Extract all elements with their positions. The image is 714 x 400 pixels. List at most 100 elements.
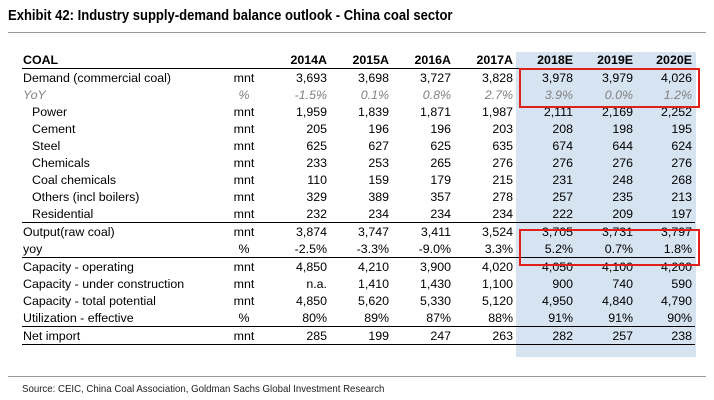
value-cell: 1,430 bbox=[419, 276, 451, 291]
value-cell: 644 bbox=[612, 138, 633, 153]
row-label: Capacity - under construction bbox=[23, 276, 185, 291]
value-cell: 88% bbox=[488, 310, 513, 325]
value-cell: 233 bbox=[306, 155, 327, 170]
value-cell: 278 bbox=[492, 189, 513, 204]
value-cell: 4,210 bbox=[330, 257, 392, 275]
value-cell: 4,790 bbox=[660, 293, 692, 308]
row-unit: mnt bbox=[233, 70, 255, 85]
table-row: Coal chemicals mnt 110 159 179 215 231 248 268 bbox=[22, 171, 695, 188]
value-cell: 195 bbox=[671, 121, 692, 136]
row-label: YoY bbox=[23, 87, 46, 102]
row-unit: mnt bbox=[233, 121, 255, 136]
value-cell: 625 bbox=[306, 138, 327, 153]
row-unit: % bbox=[238, 310, 250, 325]
value-cell: 3,731 bbox=[576, 222, 636, 240]
value-cell: 234 bbox=[430, 206, 451, 221]
value-cell: 4,840 bbox=[601, 293, 633, 308]
table-row: Steel mnt 625 627 625 635 674 644 624 bbox=[22, 137, 695, 154]
value-cell: 1.8% bbox=[663, 241, 692, 256]
value-cell: 222 bbox=[552, 206, 573, 221]
value-cell: 91% bbox=[548, 310, 573, 325]
value-cell: n.a. bbox=[306, 276, 327, 291]
row-label: Capacity - operating bbox=[22, 257, 224, 275]
value-cell: -2.5% bbox=[294, 241, 327, 256]
year-header: 2019E bbox=[576, 52, 636, 69]
row-label: Others (incl boilers) bbox=[32, 189, 140, 204]
value-cell: 208 bbox=[552, 121, 573, 136]
value-cell: 4,950 bbox=[541, 293, 573, 308]
value-cell: -3.3% bbox=[356, 241, 389, 256]
value-cell: 257 bbox=[576, 326, 636, 345]
value-cell: 2,111 bbox=[543, 104, 573, 119]
value-cell: 232 bbox=[306, 206, 327, 221]
row-label: Capacity - total potential bbox=[23, 293, 156, 308]
value-cell: 1,410 bbox=[357, 276, 389, 291]
value-cell: 627 bbox=[368, 138, 389, 153]
row-unit: mnt bbox=[233, 155, 255, 170]
value-cell: 3,797 bbox=[636, 222, 695, 240]
value-cell: 4,100 bbox=[576, 257, 636, 275]
value-cell: 4,850 bbox=[295, 293, 327, 308]
row-label: Cement bbox=[32, 121, 76, 136]
year-header: 2020E bbox=[636, 52, 695, 69]
value-cell: 3,978 bbox=[541, 70, 573, 85]
value-cell: 3,979 bbox=[601, 70, 633, 85]
value-cell: 3,828 bbox=[481, 70, 513, 85]
row-label: Residential bbox=[32, 206, 94, 221]
exhibit-title: Exhibit 42: Industry supply-demand balan… bbox=[8, 8, 453, 24]
table-header-row: COAL 2014A 2015A 2016A 2017A 2018E 2019E 2020E bbox=[22, 52, 695, 69]
row-unit: mnt bbox=[233, 104, 255, 119]
value-cell: 4,850 bbox=[264, 257, 330, 275]
value-cell: 2,252 bbox=[660, 104, 692, 119]
value-cell: 0.8% bbox=[422, 87, 451, 102]
value-cell: 357 bbox=[430, 189, 451, 204]
value-cell: 674 bbox=[552, 138, 573, 153]
table-row: Capacity - operating mnt 4,850 4,210 3,900 4,… bbox=[22, 257, 695, 275]
value-cell: 196 bbox=[368, 121, 389, 136]
value-cell: 91% bbox=[608, 310, 633, 325]
value-cell: 4,020 bbox=[454, 257, 516, 275]
value-cell: 197 bbox=[671, 206, 692, 221]
value-cell: 2,169 bbox=[601, 104, 633, 119]
value-cell: 213 bbox=[671, 189, 692, 204]
value-cell: 3,727 bbox=[419, 70, 451, 85]
value-cell: 285 bbox=[264, 326, 330, 345]
table-row: Demand (commercial coal) mnt 3,693 3,698 3,7… bbox=[22, 69, 695, 87]
forecast-shading bbox=[516, 52, 696, 357]
output-highlight-box bbox=[519, 229, 700, 266]
value-cell: 234 bbox=[368, 206, 389, 221]
source-rule bbox=[8, 376, 706, 377]
row-label: Coal chemicals bbox=[32, 172, 117, 187]
row-label: Power bbox=[32, 104, 68, 119]
supply-demand-table: COAL 2014A 2015A 2016A 2017A 2018E 2019E 2020E D… bbox=[22, 52, 695, 345]
value-cell: 90% bbox=[667, 310, 692, 325]
header-unit bbox=[224, 52, 264, 69]
value-cell: 263 bbox=[454, 326, 516, 345]
value-cell: 215 bbox=[492, 172, 513, 187]
value-cell: 4,200 bbox=[636, 257, 695, 275]
row-unit: mnt bbox=[233, 189, 255, 204]
value-cell: 198 bbox=[612, 121, 633, 136]
table-row: Power mnt 1,959 1,839 1,871 1,987 2,111 2,169 2,… bbox=[22, 103, 695, 120]
row-unit: mnt bbox=[224, 257, 264, 275]
value-cell: 3,900 bbox=[392, 257, 454, 275]
value-cell: 209 bbox=[612, 206, 633, 221]
row-unit: % bbox=[238, 241, 250, 256]
row-unit: mnt bbox=[233, 138, 255, 153]
value-cell: 248 bbox=[612, 172, 633, 187]
value-cell: 0.1% bbox=[360, 87, 389, 102]
value-cell: 247 bbox=[392, 326, 454, 345]
value-cell: 276 bbox=[612, 155, 633, 170]
table-row: Cement mnt 205 196 196 203 208 198 195 bbox=[22, 120, 695, 137]
value-cell: 205 bbox=[306, 121, 327, 136]
value-cell: 4,050 bbox=[516, 257, 576, 275]
row-unit: mnt bbox=[224, 326, 264, 345]
value-cell: 3,747 bbox=[330, 222, 392, 240]
table-row: yoy% -2.5% -3.3% -9.0% 3.3% 5.2% 0.7% 1.8% bbox=[22, 240, 695, 258]
value-cell: 5.2% bbox=[544, 241, 573, 256]
value-cell: 1.2% bbox=[663, 87, 692, 102]
value-cell: 3.3% bbox=[484, 241, 513, 256]
value-cell: 3,874 bbox=[264, 222, 330, 240]
value-cell: 89% bbox=[364, 310, 389, 325]
title-rule bbox=[8, 32, 706, 33]
